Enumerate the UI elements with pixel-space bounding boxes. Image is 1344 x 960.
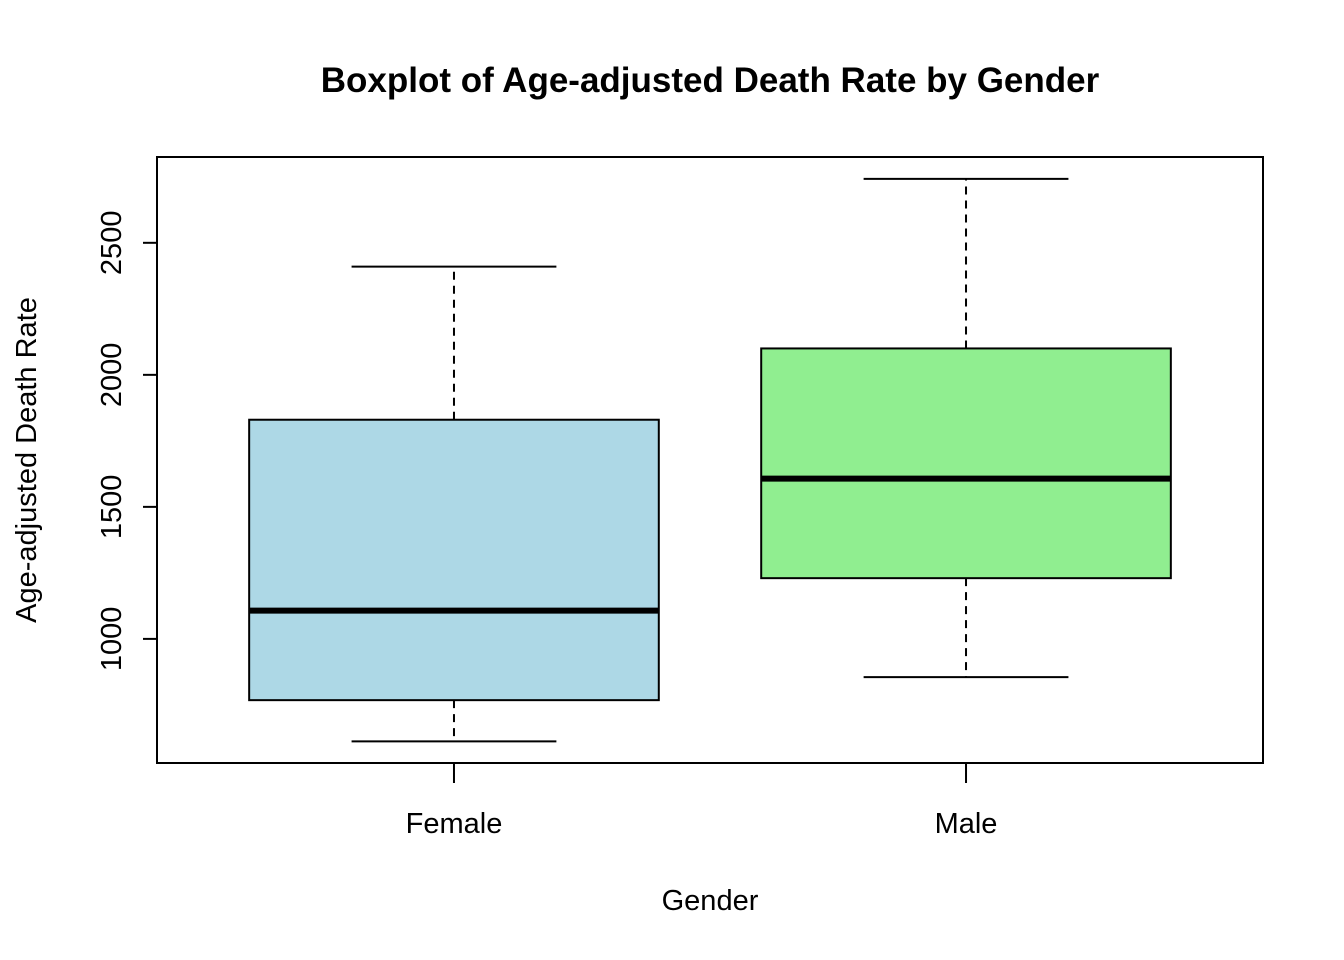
boxes-layer [248,177,1172,743]
chart-title: Boxplot of Age-adjusted Death Rate by Ge… [321,61,1100,100]
x-tick-label: Female [406,808,503,840]
x-axis-label: Gender [662,885,759,917]
y-tick-label: 2500 [96,211,128,276]
y-tick-label: 1000 [96,607,128,672]
y-axis-label: Age-adjusted Death Rate [11,297,43,623]
plot-frame [156,156,1264,764]
x-axis: Female Male [406,763,998,840]
x-tick-label: Male [935,808,998,840]
y-tick-label: 2000 [96,343,128,408]
y-axis: 1000 1500 2000 2500 [96,211,157,672]
iqr-box [248,418,660,702]
box-female [248,265,660,743]
box-male [760,177,1172,679]
iqr-box [760,347,1172,580]
y-tick-label: 1500 [96,475,128,540]
